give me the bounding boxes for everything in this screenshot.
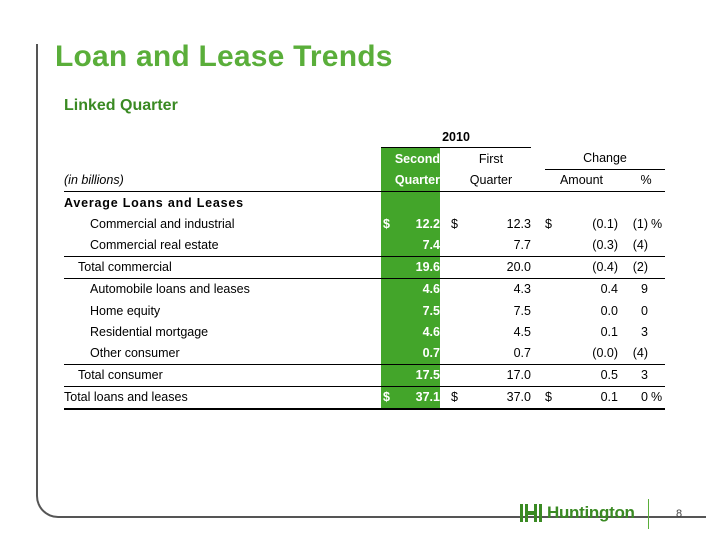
year-header: 2010 [381, 126, 531, 149]
change-pct: (1) [632, 216, 648, 231]
col-q1-header-2: Quarter [451, 169, 531, 193]
change-pct: 0 [641, 303, 648, 318]
q1-value: 7.5 [513, 303, 531, 318]
table-row: Total commercial 19.6 20.0 (0.4) (2) [64, 255, 665, 279]
q1-value: 4.3 [475, 277, 531, 300]
change-amount: 0.1 [573, 385, 618, 410]
dollar-sign: $ [545, 385, 573, 410]
q2-value: 0.7 [381, 342, 440, 365]
change-pct: (2) [627, 255, 648, 279]
q2-value: 4.6 [381, 277, 440, 300]
row-label: Automobile loans and leases [64, 277, 369, 300]
dollar-sign: $ [383, 390, 390, 405]
table-row: Automobile loans and leases 4.6 4.3 0.4 … [64, 277, 665, 300]
q1-value: 17.0 [475, 363, 531, 387]
change-pct: 3 [641, 324, 648, 339]
q1-value: 4.5 [513, 324, 531, 339]
q1-value: 37.0 [475, 385, 531, 410]
row-label: Commercial and industrial [90, 216, 235, 231]
pct-header: % [627, 169, 665, 193]
col-q1-header-1: First [478, 151, 504, 166]
col-q2-header-1: Second [381, 147, 440, 170]
change-amount: (0.4) [573, 255, 618, 279]
slide-title: Loan and Lease Trends [55, 40, 393, 73]
change-amount: 0.1 [600, 324, 618, 339]
q2-value: 7.5 [381, 300, 440, 322]
loan-trends-table: 2010 Second First Change (in billions) Q… [64, 126, 665, 410]
row-label: Total consumer [64, 363, 369, 387]
change-amount: (0.1) [592, 216, 618, 231]
row-label: Home equity [90, 303, 161, 318]
header-year-row: 2010 [64, 126, 665, 149]
table-row: Commercial real estate 7.4 7.7 (0.3) (4) [64, 234, 665, 257]
logo-text: Huntington [547, 503, 635, 522]
change-amount: 0.5 [573, 363, 618, 387]
table-row: Home equity 7.5 7.5 0.0 0 [64, 300, 665, 322]
dollar-sign: $ [451, 385, 475, 410]
huntington-logo: Huntington [520, 503, 635, 523]
row-label: Total commercial [64, 255, 369, 279]
q2-value: 12.2 [415, 216, 440, 231]
q1-value: 20.0 [475, 255, 531, 279]
units-label: (in billions) [64, 169, 369, 193]
huntington-logo-icon [520, 504, 542, 522]
header-row-2: (in billions) Quarter Quarter Amount % [64, 169, 665, 193]
table-row: Total consumer 17.5 17.0 0.5 3 [64, 363, 665, 387]
change-pct: 3 [627, 363, 648, 387]
dollar-sign: $ [451, 216, 458, 231]
dollar-sign: $ [545, 216, 552, 231]
section-row: Average Loans and Leases [64, 191, 665, 214]
pct-sign: % [650, 216, 663, 231]
q1-value: 7.7 [513, 238, 531, 253]
page-number: 8 [676, 508, 683, 520]
change-amount: (0.3) [592, 238, 618, 253]
change-pct: (4) [632, 238, 648, 253]
q1-value: 0.7 [513, 345, 531, 360]
change-pct: (4) [632, 345, 648, 360]
header-row-1: Second First Change [64, 147, 665, 170]
q2-value: 19.6 [381, 255, 440, 279]
q2-value: 37.1 [415, 390, 440, 405]
amount-header: Amount [545, 169, 618, 193]
slide-frame [36, 44, 706, 518]
col-q2-header-2: Quarter [381, 169, 440, 193]
change-pct: 0 [627, 385, 648, 410]
row-label: Commercial real estate [90, 238, 219, 253]
change-pct: 9 [627, 277, 648, 300]
dollar-sign: $ [383, 216, 390, 231]
q2-value: 4.6 [381, 321, 440, 343]
table-row: Residential mortgage 4.6 4.5 0.1 3 [64, 321, 665, 343]
table-row: Other consumer 0.7 0.7 (0.0) (4) [64, 342, 665, 365]
table-row: Commercial and industrial $12.2 $ 12.3 $… [64, 213, 665, 235]
change-amount: 0.0 [600, 303, 618, 318]
change-header: Change [545, 147, 665, 170]
change-amount: (0.0) [592, 345, 618, 360]
slide-subtitle: Linked Quarter [64, 97, 178, 114]
q2-value: 7.4 [381, 234, 440, 257]
table-row-total: Total loans and leases $37.1 $ 37.0 $ 0.… [64, 385, 665, 410]
row-label: Residential mortgage [90, 324, 209, 339]
q2-value: 17.5 [381, 363, 440, 387]
change-amount: 0.4 [573, 277, 618, 300]
row-label: Other consumer [90, 345, 180, 360]
pct-sign: % [648, 385, 665, 410]
row-label: Total loans and leases [64, 385, 369, 410]
footer-divider [648, 499, 649, 529]
section-title: Average Loans and Leases [64, 195, 244, 210]
q1-value: 12.3 [506, 216, 531, 231]
